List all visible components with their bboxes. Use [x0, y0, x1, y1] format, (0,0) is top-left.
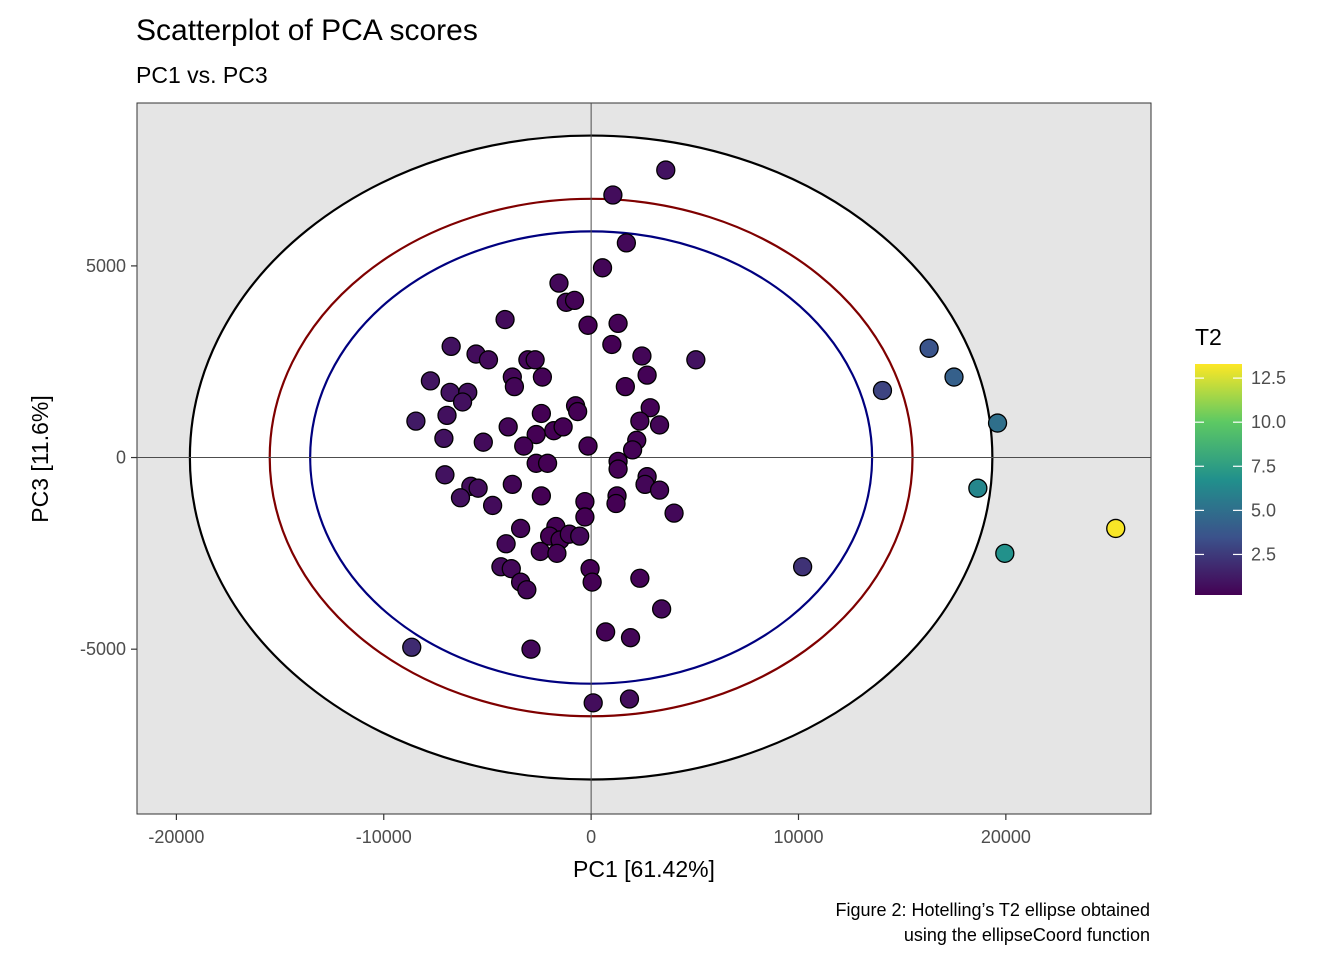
score-point-65: [510, 518, 531, 539]
x-tick-label: 20000: [981, 827, 1031, 847]
score-point-16: [602, 334, 622, 355]
x-tick-label: 10000: [773, 827, 823, 847]
score-point-87: [583, 693, 603, 713]
score-point-25: [504, 376, 525, 397]
score-point-20: [532, 367, 553, 387]
y-tick-label: -5000: [80, 639, 126, 659]
score-point-33: [640, 398, 660, 418]
score-point-45: [622, 440, 643, 460]
score-point-1: [656, 160, 676, 180]
score-point-37: [553, 417, 573, 437]
score-point-77: [517, 580, 537, 600]
score-point-49: [608, 459, 628, 479]
score-point-15: [525, 350, 545, 370]
score-point-81: [651, 599, 672, 619]
score-point-34: [630, 411, 650, 431]
colorbar-tick-label: 2.5: [1251, 544, 1276, 564]
x-tick-label: -10000: [356, 827, 412, 847]
score-point-64: [575, 507, 595, 527]
score-point-13: [478, 350, 499, 370]
score-point-35: [498, 417, 518, 437]
score-point-9: [578, 315, 598, 335]
score-point-71: [530, 541, 550, 562]
score-point-54: [502, 474, 522, 495]
caption-line-2: using the ellipseCoord function: [904, 925, 1150, 945]
score-point-57: [450, 488, 471, 508]
score-point-84: [620, 628, 641, 648]
score-point-61: [606, 493, 626, 514]
colorbar-tick-label: 5.0: [1251, 500, 1276, 520]
score-point-62: [482, 495, 503, 516]
score-point-91: [944, 367, 964, 387]
score-point-39: [649, 415, 670, 435]
score-point-93: [968, 478, 988, 498]
score-point-92: [987, 413, 1008, 433]
score-point-40: [434, 428, 454, 449]
score-point-56: [649, 480, 670, 500]
score-point-86: [402, 637, 422, 657]
score-point-50: [435, 465, 455, 485]
score-point-80: [630, 568, 650, 588]
score-point-95: [1106, 518, 1126, 539]
y-tick-label: 0: [116, 448, 126, 468]
score-point-26: [615, 376, 635, 397]
score-point-18: [686, 350, 706, 370]
score-point-90: [919, 338, 939, 358]
score-point-4: [592, 258, 613, 278]
score-point-94: [995, 543, 1015, 564]
score-point-42: [514, 436, 534, 456]
score-point-48: [537, 453, 558, 473]
colorbar-ticks: 2.5 5.0 7.5 10.0 12.5: [1195, 368, 1286, 564]
score-point-11: [441, 336, 461, 357]
score-point-43: [578, 436, 598, 456]
colorbar-tick-label: 10.0: [1251, 412, 1286, 432]
score-point-30: [531, 403, 552, 424]
score-point-73: [570, 526, 590, 546]
x-tick-label: 0: [586, 827, 596, 847]
score-point-79: [582, 572, 602, 592]
score-point-41: [473, 432, 493, 452]
score-point-27: [452, 392, 473, 412]
score-point-17: [632, 346, 652, 366]
chart-subtitle: PC1 vs. PC3: [136, 62, 268, 88]
score-point-2: [603, 185, 623, 205]
score-point-29: [406, 411, 426, 431]
colorbar-tick-label: 12.5: [1251, 368, 1286, 388]
x-axis-ticks: -20000 -10000 0 10000 20000: [148, 814, 1031, 847]
score-point-22: [420, 371, 441, 391]
score-point-70: [496, 534, 516, 554]
score-point-8: [495, 309, 515, 330]
score-point-21: [637, 365, 657, 385]
colorbar: [1195, 364, 1242, 595]
y-axis-title: PC3 [11.6%]: [27, 395, 53, 522]
score-point-32: [567, 401, 588, 422]
score-points: [402, 160, 1126, 713]
score-point-88: [619, 689, 640, 709]
score-point-82: [792, 557, 813, 577]
y-tick-label: 5000: [86, 256, 126, 276]
score-point-58: [531, 486, 552, 506]
score-point-28: [437, 405, 457, 426]
score-point-53: [468, 478, 488, 498]
caption-line-1: Figure 2: Hotelling’s T2 ellipse obtaine…: [835, 900, 1150, 920]
score-point-10: [608, 313, 628, 334]
score-point-72: [547, 543, 567, 564]
score-point-75: [501, 559, 521, 579]
score-point-89: [872, 380, 893, 401]
score-point-63: [664, 503, 684, 523]
score-point-5: [549, 273, 569, 293]
x-axis-title: PC1 [61.42%]: [573, 856, 715, 882]
legend-title: T2: [1195, 324, 1222, 350]
score-point-3: [616, 233, 637, 253]
score-point-83: [595, 622, 616, 642]
chart-title: Scatterplot of PCA scores: [136, 14, 478, 47]
color-legend: T2 2.5 5.0 7.5 10.0 12.5: [1195, 324, 1286, 595]
colorbar-tick-label: 7.5: [1251, 456, 1276, 476]
score-point-7: [564, 290, 585, 311]
score-point-38: [526, 424, 546, 445]
x-tick-label: -20000: [148, 827, 204, 847]
y-axis-ticks: -5000 0 5000: [80, 256, 137, 659]
score-point-85: [521, 639, 541, 659]
